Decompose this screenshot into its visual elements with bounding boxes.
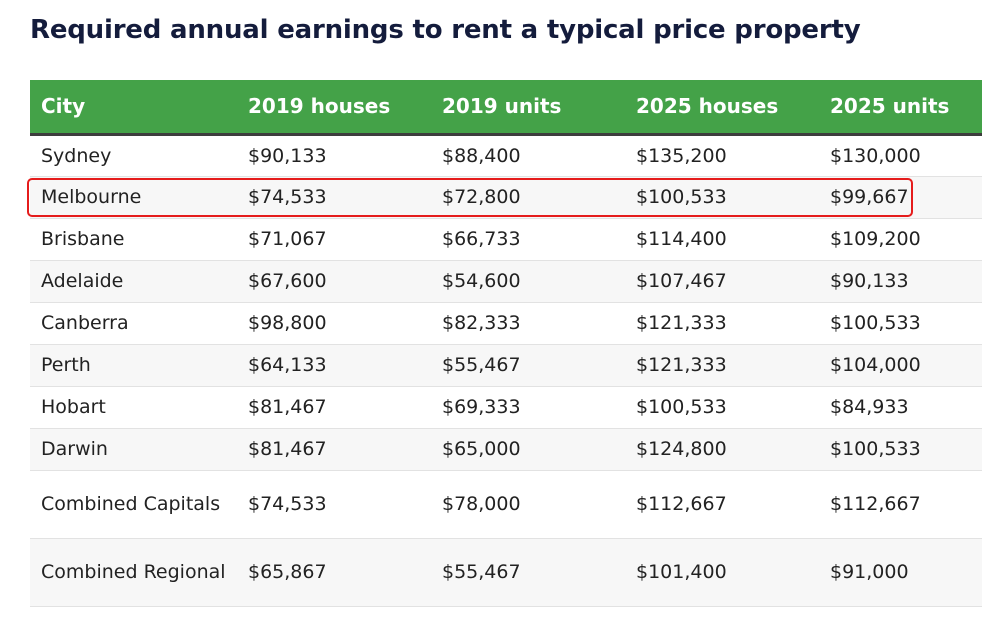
value-cell: $65,867 bbox=[237, 538, 431, 607]
value-cell: $74,533 bbox=[237, 176, 431, 219]
value-cell: $65,000 bbox=[431, 428, 625, 471]
city-cell: Brisbane bbox=[30, 218, 237, 261]
value-cell: $121,333 bbox=[625, 302, 819, 345]
city-cell: Melbourne bbox=[30, 176, 237, 219]
value-cell: $100,533 bbox=[625, 176, 819, 219]
column-header-2025-houses: 2025 houses bbox=[625, 80, 819, 136]
city-cell: Canberra bbox=[30, 302, 237, 345]
value-cell: $81,467 bbox=[237, 386, 431, 429]
column-header-2025-units: 2025 units bbox=[819, 80, 982, 136]
city-cell: Sydney bbox=[30, 134, 237, 177]
value-cell: $78,000 bbox=[431, 470, 625, 539]
table-row-highlighted: Melbourne $74,533 $72,800 $100,533 $99,6… bbox=[30, 176, 982, 219]
table-header: City 2019 houses 2019 units 2025 houses … bbox=[30, 80, 982, 136]
city-cell: Perth bbox=[30, 344, 237, 387]
city-cell: Darwin bbox=[30, 428, 237, 471]
column-header-2019-units: 2019 units bbox=[431, 80, 625, 136]
column-header-city: City bbox=[30, 80, 237, 136]
city-cell: Combined Regional bbox=[30, 538, 237, 607]
value-cell: $64,133 bbox=[237, 344, 431, 387]
value-cell: $55,467 bbox=[431, 538, 625, 607]
value-cell: $121,333 bbox=[625, 344, 819, 387]
table-row: Canberra $98,800 $82,333 $121,333 $100,5… bbox=[30, 302, 982, 345]
value-cell: $107,467 bbox=[625, 260, 819, 303]
value-cell: $112,667 bbox=[625, 470, 819, 539]
city-cell: Adelaide bbox=[30, 260, 237, 303]
value-cell: $66,733 bbox=[431, 218, 625, 261]
value-cell: $69,333 bbox=[431, 386, 625, 429]
value-cell: $112,667 bbox=[819, 470, 982, 539]
page-title: Required annual earnings to rent a typic… bbox=[30, 15, 861, 45]
earnings-table: City 2019 houses 2019 units 2025 houses … bbox=[30, 80, 982, 607]
value-cell: $91,000 bbox=[819, 538, 982, 607]
value-cell: $114,400 bbox=[625, 218, 819, 261]
value-cell: $55,467 bbox=[431, 344, 625, 387]
city-cell: Combined Capitals bbox=[30, 470, 237, 539]
value-cell: $100,533 bbox=[819, 302, 982, 345]
table-body: Sydney $90,133 $88,400 $135,200 $130,000… bbox=[30, 134, 982, 607]
table-row: Sydney $90,133 $88,400 $135,200 $130,000 bbox=[30, 134, 982, 177]
value-cell: $100,533 bbox=[819, 428, 982, 471]
table-row: Perth $64,133 $55,467 $121,333 $104,000 bbox=[30, 344, 982, 387]
value-cell: $74,533 bbox=[237, 470, 431, 539]
value-cell: $82,333 bbox=[431, 302, 625, 345]
city-cell: Hobart bbox=[30, 386, 237, 429]
column-header-2019-houses: 2019 houses bbox=[237, 80, 431, 136]
value-cell: $98,800 bbox=[237, 302, 431, 345]
table-row: Combined Capitals $74,533 $78,000 $112,6… bbox=[30, 470, 982, 539]
table-row: Adelaide $67,600 $54,600 $107,467 $90,13… bbox=[30, 260, 982, 303]
value-cell: $90,133 bbox=[237, 134, 431, 177]
earnings-table-container: City 2019 houses 2019 units 2025 houses … bbox=[30, 80, 982, 607]
value-cell: $88,400 bbox=[431, 134, 625, 177]
value-cell: $101,400 bbox=[625, 538, 819, 607]
value-cell: $54,600 bbox=[431, 260, 625, 303]
value-cell: $109,200 bbox=[819, 218, 982, 261]
value-cell: $72,800 bbox=[431, 176, 625, 219]
value-cell: $130,000 bbox=[819, 134, 982, 177]
value-cell: $99,667 bbox=[819, 176, 982, 219]
value-cell: $67,600 bbox=[237, 260, 431, 303]
value-cell: $84,933 bbox=[819, 386, 982, 429]
value-cell: $100,533 bbox=[625, 386, 819, 429]
value-cell: $81,467 bbox=[237, 428, 431, 471]
header-row: City 2019 houses 2019 units 2025 houses … bbox=[30, 80, 982, 136]
table-row: Brisbane $71,067 $66,733 $114,400 $109,2… bbox=[30, 218, 982, 261]
value-cell: $71,067 bbox=[237, 218, 431, 261]
table-row: Darwin $81,467 $65,000 $124,800 $100,533 bbox=[30, 428, 982, 471]
value-cell: $124,800 bbox=[625, 428, 819, 471]
table-row: Combined Regional $65,867 $55,467 $101,4… bbox=[30, 538, 982, 607]
value-cell: $135,200 bbox=[625, 134, 819, 177]
value-cell: $104,000 bbox=[819, 344, 982, 387]
table-row: Hobart $81,467 $69,333 $100,533 $84,933 bbox=[30, 386, 982, 429]
value-cell: $90,133 bbox=[819, 260, 982, 303]
